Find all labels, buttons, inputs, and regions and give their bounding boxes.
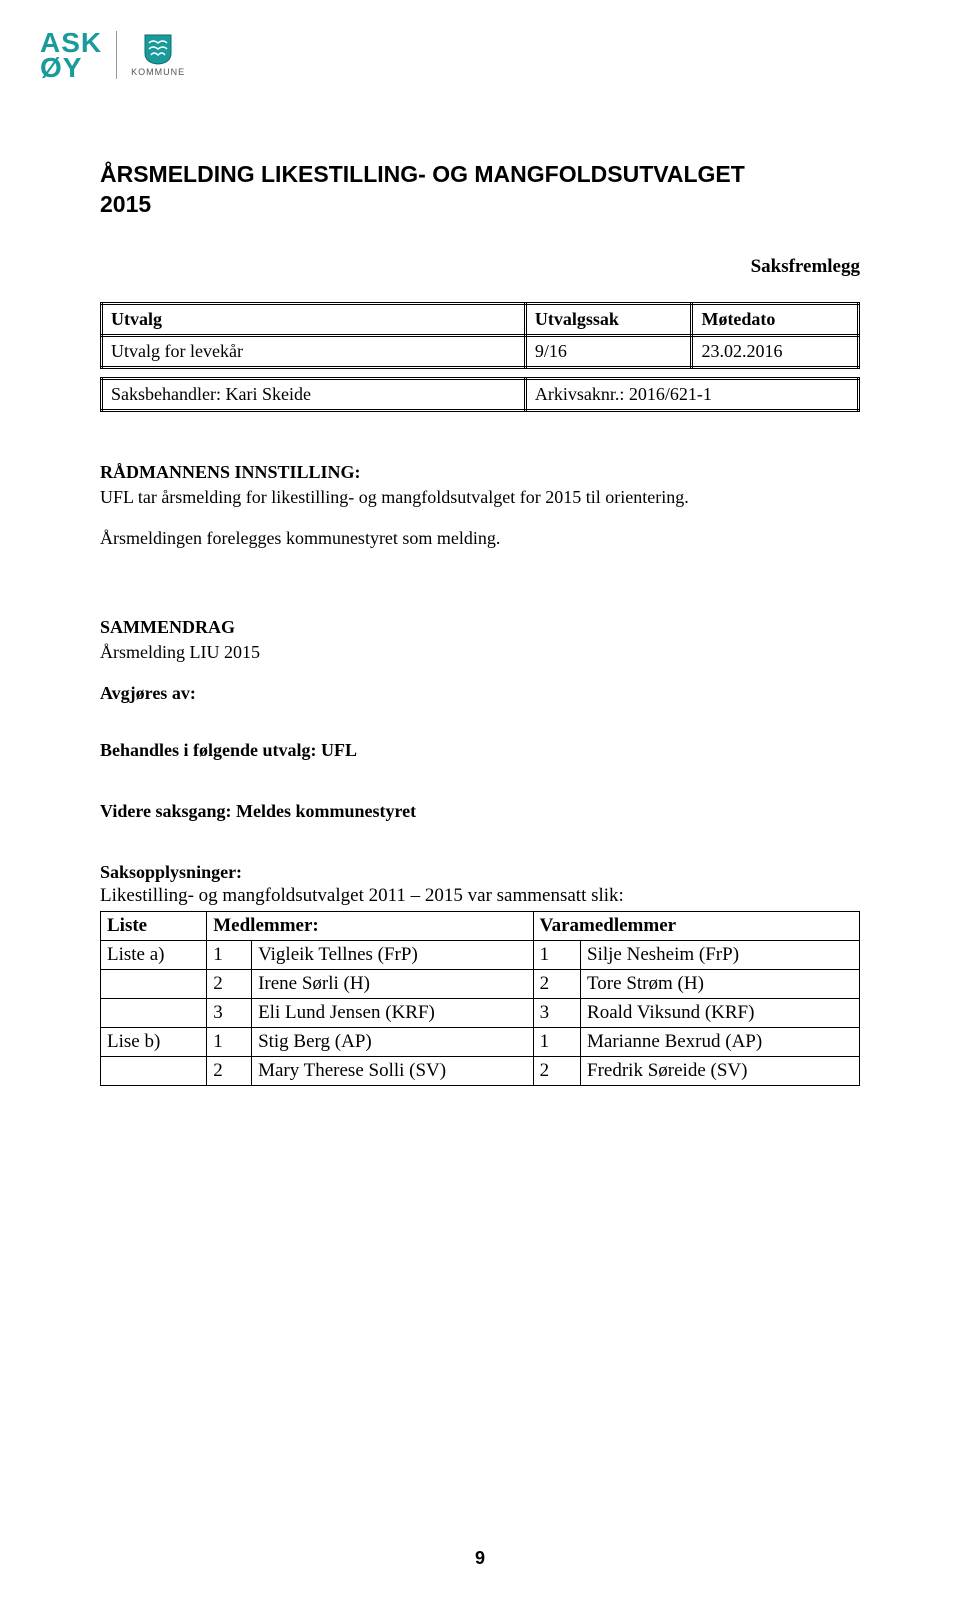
table-row: Lise b) 1 Stig Berg (AP) 1 Marianne Bexr… xyxy=(101,1027,860,1056)
behandles-heading: Behandles i følgende utvalg: UFL xyxy=(100,740,860,761)
cell-v: Marianne Bexrud (AP) xyxy=(581,1027,860,1056)
cell-n2: 2 xyxy=(533,969,580,998)
mh-medlemmer: Medlemmer: xyxy=(207,911,533,940)
page-number: 9 xyxy=(0,1548,960,1569)
meta2-c1: Saksbehandler: Kari Skeide xyxy=(102,378,526,410)
meta-c2: 9/16 xyxy=(525,335,692,367)
cell-liste: Lise b) xyxy=(101,1027,207,1056)
document-body: ÅRSMELDING LIKESTILLING- OG MANGFOLDSUTV… xyxy=(100,160,860,1086)
mh-liste: Liste xyxy=(101,911,207,940)
videre-heading: Videre saksgang: Meldes kommunestyret xyxy=(100,801,860,822)
cell-n2: 1 xyxy=(533,940,580,969)
logo: ASK ØY KOMMUNE xyxy=(40,30,185,80)
cell-m: Mary Therese Solli (SV) xyxy=(252,1056,534,1085)
table-row: 2 Irene Sørli (H) 2 Tore Strøm (H) xyxy=(101,969,860,998)
members-table: Liste Medlemmer: Varamedlemmer Liste a) … xyxy=(100,911,860,1086)
meta-c1: Utvalg for levekår xyxy=(102,335,526,367)
saksopp-heading: Saksopplysninger: xyxy=(100,862,860,883)
cell-m: Stig Berg (AP) xyxy=(252,1027,534,1056)
cell-liste xyxy=(101,998,207,1027)
table-row: 3 Eli Lund Jensen (KRF) 3 Roald Viksund … xyxy=(101,998,860,1027)
cell-n1: 2 xyxy=(207,1056,252,1085)
page-title: ÅRSMELDING LIKESTILLING- OG MANGFOLDSUTV… xyxy=(100,160,860,220)
cell-v: Tore Strøm (H) xyxy=(581,969,860,998)
logo-wordmark: ASK ØY xyxy=(40,30,102,80)
logo-kommune-label: KOMMUNE xyxy=(131,67,185,77)
cell-n1: 1 xyxy=(207,940,252,969)
meta-h2: Utvalgssak xyxy=(525,303,692,335)
meta-h1: Utvalg xyxy=(102,303,526,335)
cell-n1: 3 xyxy=(207,998,252,1027)
cell-n1: 1 xyxy=(207,1027,252,1056)
cell-liste xyxy=(101,969,207,998)
mh-vara: Varamedlemmer xyxy=(533,911,859,940)
radmannens-heading: RÅDMANNENS INNSTILLING: xyxy=(100,462,860,483)
cell-v: Roald Viksund (KRF) xyxy=(581,998,860,1027)
table-row: Liste a) 1 Vigleik Tellnes (FrP) 1 Silje… xyxy=(101,940,860,969)
title-line2: 2015 xyxy=(100,191,151,217)
logo-line2: ØY xyxy=(40,55,102,80)
cell-liste xyxy=(101,1056,207,1085)
meta-h3: Møtedato xyxy=(692,303,859,335)
saksopp-p1: Likestilling- og mangfoldsutvalget 2011 … xyxy=(100,885,860,907)
cell-n1: 2 xyxy=(207,969,252,998)
cell-n2: 3 xyxy=(533,998,580,1027)
cell-m: Eli Lund Jensen (KRF) xyxy=(252,998,534,1027)
cell-m: Vigleik Tellnes (FrP) xyxy=(252,940,534,969)
sammendrag-p1: Årsmelding LIU 2015 xyxy=(100,642,860,663)
radmannens-p1: UFL tar årsmelding for likestilling- og … xyxy=(100,487,860,508)
logo-right: KOMMUNE xyxy=(131,33,185,77)
table-row: 2 Mary Therese Solli (SV) 2 Fredrik Søre… xyxy=(101,1056,860,1085)
cell-v: Silje Nesheim (FrP) xyxy=(581,940,860,969)
cell-liste: Liste a) xyxy=(101,940,207,969)
crest-icon xyxy=(143,33,173,65)
logo-divider xyxy=(116,31,117,79)
meta-table: Utvalg Utvalgssak Møtedato Utvalg for le… xyxy=(100,302,860,369)
meta-c3: 23.02.2016 xyxy=(692,335,859,367)
saksfremlegg-label: Saksfremlegg xyxy=(100,256,860,278)
sammendrag-heading: SAMMENDRAG xyxy=(100,617,860,638)
avgjores-heading: Avgjøres av: xyxy=(100,683,860,704)
cell-m: Irene Sørli (H) xyxy=(252,969,534,998)
radmannens-p2: Årsmeldingen forelegges kommunestyret so… xyxy=(100,528,860,549)
cell-v: Fredrik Søreide (SV) xyxy=(581,1056,860,1085)
title-line1: ÅRSMELDING LIKESTILLING- OG MANGFOLDSUTV… xyxy=(100,161,745,187)
cell-n2: 1 xyxy=(533,1027,580,1056)
meta2-c2: Arkivsaknr.: 2016/621-1 xyxy=(525,378,858,410)
cell-n2: 2 xyxy=(533,1056,580,1085)
meta-table-2: Saksbehandler: Kari Skeide Arkivsaknr.: … xyxy=(100,377,860,412)
